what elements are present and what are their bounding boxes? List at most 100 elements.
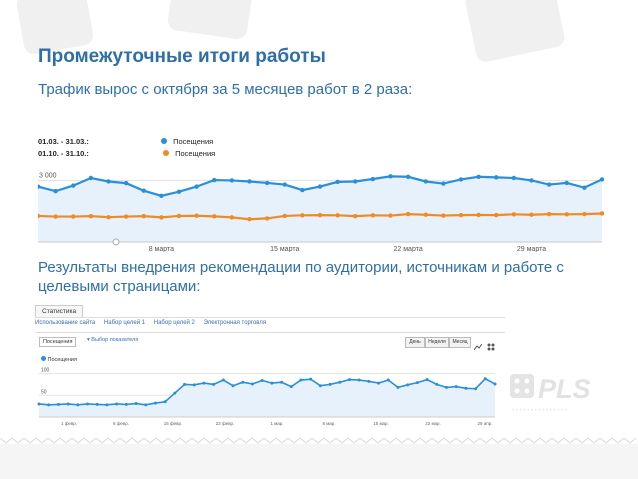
data-point <box>124 402 128 406</box>
data-point <box>280 380 284 384</box>
data-point <box>405 211 411 217</box>
tab-ecommerce[interactable]: Электронная торговля <box>203 320 267 326</box>
legend-row-october: 01.10. - 31.10.: Посещения <box>38 149 215 158</box>
data-point <box>300 213 305 218</box>
legend-row-march: 01.03. - 31.03.: Посещения <box>38 137 213 146</box>
y-tick-label: 100 <box>41 368 50 374</box>
data-point <box>264 216 270 221</box>
pls-logo: PLS • • • • • • • • • • • • • • • <box>510 370 630 420</box>
data-point <box>388 174 393 179</box>
x-tick-label: 22 мар. <box>425 421 441 426</box>
data-point <box>494 212 499 218</box>
data-point <box>53 188 58 194</box>
day-button[interactable]: День <box>405 337 425 348</box>
data-point <box>458 177 464 182</box>
data-point <box>153 401 157 405</box>
data-point <box>511 212 517 217</box>
data-point <box>163 400 167 404</box>
legend-dot-blue <box>160 138 167 144</box>
line-chart-icon[interactable] <box>473 338 483 351</box>
data-point <box>441 181 446 186</box>
data-point <box>88 175 94 181</box>
series-area <box>39 378 495 417</box>
chart2-plot: 100 50 1 февр. 8 февр. 15 февр. 22 февр. 1 мар… <box>37 368 497 426</box>
chart2-legend: Посещения <box>41 356 77 363</box>
data-point <box>176 189 182 194</box>
data-point <box>335 213 340 218</box>
week-button[interactable]: Неделя <box>425 337 449 348</box>
data-point <box>71 214 76 219</box>
data-point <box>300 187 305 193</box>
data-point <box>546 211 552 217</box>
data-point <box>386 378 390 382</box>
background-die-decoration <box>463 0 567 64</box>
legend-dot-orange <box>162 150 169 156</box>
data-point <box>476 212 481 218</box>
x-tick-label: 15 марта <box>270 246 299 252</box>
tab-site-usage[interactable]: Использование сайта <box>35 320 96 326</box>
data-point <box>123 214 129 219</box>
x-tick-label: 8 марта <box>149 246 174 252</box>
month-button[interactable]: Месяц <box>449 337 471 348</box>
data-point <box>464 386 468 390</box>
tab-goal-set-2[interactable]: Набор целей 2 <box>153 320 195 326</box>
data-point <box>106 214 111 220</box>
data-point <box>264 180 270 186</box>
data-point <box>425 378 429 382</box>
x-tick-label: 15 мар. <box>373 421 389 426</box>
data-point <box>458 212 464 218</box>
results-text: Результаты внедрения рекомендации по ауд… <box>38 259 564 295</box>
data-point <box>309 377 313 381</box>
scroll-handle[interactable] <box>112 238 120 246</box>
data-point <box>134 402 138 406</box>
data-point <box>231 384 235 388</box>
data-point <box>250 382 254 386</box>
data-point <box>396 385 400 389</box>
background-die-decoration <box>166 0 254 41</box>
data-point <box>511 175 517 181</box>
stats-tab-title[interactable]: Статистика <box>35 305 84 317</box>
data-point <box>106 179 111 184</box>
data-point <box>229 215 235 220</box>
data-point <box>86 402 90 406</box>
data-point <box>405 174 411 179</box>
footer-background <box>0 444 638 479</box>
metric-compare-link[interactable]: ▾ Выбор показателя <box>87 337 139 343</box>
data-point <box>493 382 497 386</box>
data-point <box>212 382 216 386</box>
data-point <box>105 403 109 407</box>
data-point <box>270 381 274 385</box>
data-point <box>123 180 129 186</box>
data-point <box>289 385 293 389</box>
motion-chart-icon[interactable] <box>487 338 495 351</box>
data-point <box>370 213 376 218</box>
data-point <box>317 184 323 189</box>
data-point <box>335 179 340 185</box>
data-point <box>47 403 51 407</box>
data-point <box>141 188 146 193</box>
data-point <box>599 177 604 182</box>
x-tick-label: 1 февр. <box>61 421 77 426</box>
legend-period: 01.10. - 31.10.: <box>38 149 89 158</box>
data-point <box>318 384 322 388</box>
data-point <box>328 382 332 386</box>
data-point <box>444 385 448 389</box>
tab-goal-set-1[interactable]: Набор целей 1 <box>103 320 146 326</box>
data-point <box>282 182 287 187</box>
data-point <box>370 176 376 182</box>
data-point <box>476 174 481 179</box>
data-point <box>353 213 358 219</box>
data-point <box>212 214 217 219</box>
data-point <box>347 378 351 382</box>
torn-edge <box>0 437 637 444</box>
stats-header: Статистика <box>35 305 505 318</box>
data-point <box>441 213 446 218</box>
metric-select[interactable]: Посещения <box>39 337 77 347</box>
data-point <box>377 381 381 385</box>
data-point <box>415 381 419 385</box>
data-point <box>141 213 146 219</box>
series-line-visits <box>38 377 496 406</box>
data-point <box>582 185 587 190</box>
slide-title: Промежуточные итоги работы <box>38 46 326 67</box>
